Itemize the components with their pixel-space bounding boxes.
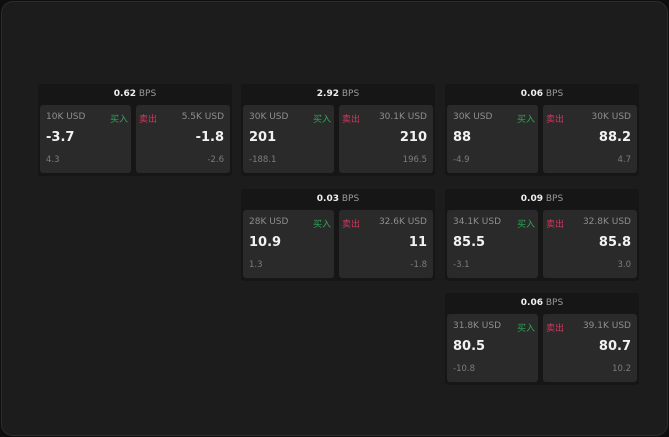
bid-size: 34.1K USD [453,217,502,227]
bid-price: 10.9 [249,235,282,250]
ask-price: -1.8 [195,130,224,145]
buy-label[interactable]: 买入 [312,220,331,230]
bid-change: -10.8 [453,364,475,374]
bid-size: 31.8K USD [453,321,502,331]
price-tile: 0.06 BPS 30K USD 买入 88 -4.9 卖出 30K USD 8… [445,84,639,176]
ask-price: 80.7 [598,339,631,354]
ask-price: 88.2 [598,130,631,145]
ask-change: 196.5 [402,155,427,165]
spread-value: 0.09 [520,194,543,204]
bid-price: 201 [249,130,277,145]
ask-size: 32.6K USD [378,217,427,227]
bid-price: 80.5 [453,339,486,354]
buy-label[interactable]: 买入 [516,220,535,230]
ask-change: 4.7 [617,155,631,165]
buy-cell[interactable]: 30K USD 买入 201 -188.1 [243,105,334,173]
sell-cell[interactable]: 卖出 30.1K USD 210 196.5 [339,105,433,173]
bid-size: 10K USD [46,112,86,122]
sell-label[interactable]: 卖出 [546,220,565,230]
price-tile: 2.92 BPS 30K USD 买入 201 -188.1 卖出 30.1K … [241,84,435,176]
price-tile: 0.06 BPS 31.8K USD 买入 80.5 -10.8 卖出 39.1… [445,293,639,385]
bid-size: 30K USD [249,112,289,122]
sell-cell[interactable]: 卖出 5.5K USD -1.8 -2.6 [136,105,230,173]
bid-price: 85.5 [453,235,486,250]
sell-label[interactable]: 卖出 [139,115,158,125]
buy-cell[interactable]: 30K USD 买入 88 -4.9 [447,105,538,173]
bid-change: -188.1 [249,155,277,165]
spread-header: 0.06 BPS [445,293,639,313]
buy-cell[interactable]: 34.1K USD 买入 85.5 -3.1 [447,210,538,278]
bid-change: 1.3 [249,260,263,270]
spread-value: 0.06 [520,89,543,99]
ask-price: 85.8 [598,235,631,250]
ask-change: -2.6 [207,155,224,165]
bid-change: -3.1 [453,260,470,270]
spread-value: 0.03 [316,194,339,204]
buy-label[interactable]: 买入 [516,324,535,334]
spread-header: 0.09 BPS [445,189,639,209]
sell-label[interactable]: 卖出 [342,115,361,125]
ask-change: -1.8 [410,260,427,270]
spread-unit: BPS [341,89,360,99]
ask-size: 32.8K USD [582,217,631,227]
spread-unit: BPS [138,89,157,99]
ask-price: 210 [399,130,427,145]
sell-label[interactable]: 卖出 [546,324,565,334]
ask-change: 10.2 [612,364,631,374]
bid-size: 30K USD [453,112,493,122]
sell-cell[interactable]: 卖出 32.8K USD 85.8 3.0 [543,210,637,278]
bid-size: 28K USD [249,217,289,227]
price-tile: 0.62 BPS 10K USD 买入 -3.7 4.3 卖出 5.5K USD… [38,84,232,176]
buy-label[interactable]: 买入 [516,115,535,125]
spread-value: 0.62 [113,89,136,99]
ask-size: 39.1K USD [582,321,631,331]
spread-header: 0.62 BPS [38,84,232,104]
ask-size: 30.1K USD [378,112,427,122]
ask-size: 5.5K USD [181,112,224,122]
spread-unit: BPS [545,194,564,204]
buy-cell[interactable]: 31.8K USD 买入 80.5 -10.8 [447,314,538,382]
buy-label[interactable]: 买入 [109,115,128,125]
buy-cell[interactable]: 10K USD 买入 -3.7 4.3 [40,105,131,173]
sell-label[interactable]: 卖出 [546,115,565,125]
spread-header: 0.06 BPS [445,84,639,104]
spread-unit: BPS [545,89,564,99]
spread-header: 2.92 BPS [241,84,435,104]
price-tile: 0.09 BPS 34.1K USD 买入 85.5 -3.1 卖出 32.8K… [445,189,639,281]
buy-cell[interactable]: 28K USD 买入 10.9 1.3 [243,210,334,278]
spread-unit: BPS [545,298,564,308]
sell-label[interactable]: 卖出 [342,220,361,230]
sell-cell[interactable]: 卖出 30K USD 88.2 4.7 [543,105,637,173]
ask-size: 30K USD [591,112,631,122]
ask-change: 3.0 [617,260,631,270]
buy-label[interactable]: 买入 [312,115,331,125]
spread-value: 0.06 [520,298,543,308]
ask-price: 11 [408,235,427,250]
bid-price: -3.7 [46,130,75,145]
spread-unit: BPS [341,194,360,204]
spread-header: 0.03 BPS [241,189,435,209]
spread-value: 2.92 [316,89,339,99]
sell-cell[interactable]: 卖出 32.6K USD 11 -1.8 [339,210,433,278]
bid-price: 88 [453,130,472,145]
bid-change: 4.3 [46,155,60,165]
price-tile: 0.03 BPS 28K USD 买入 10.9 1.3 卖出 32.6K US… [241,189,435,281]
sell-cell[interactable]: 卖出 39.1K USD 80.7 10.2 [543,314,637,382]
bid-change: -4.9 [453,155,470,165]
